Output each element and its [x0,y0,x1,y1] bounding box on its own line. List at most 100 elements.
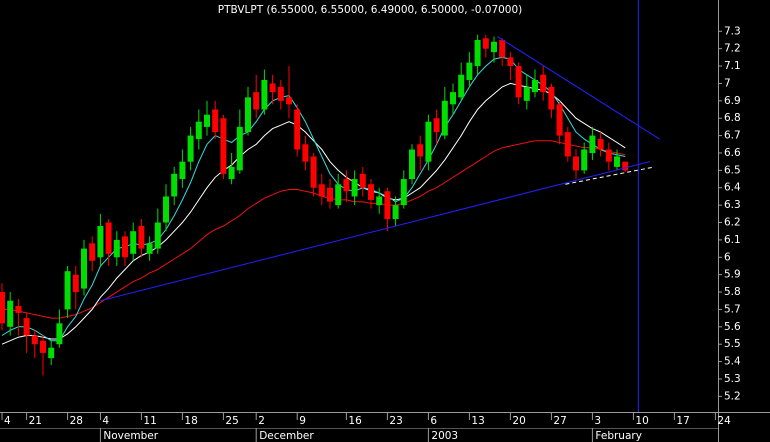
candle-body [474,39,481,67]
candle-body [548,86,555,110]
candle-body [491,41,497,53]
y-tick-label: 6 [724,251,731,263]
candle-body [573,156,579,171]
candle-body [540,74,547,93]
candle-body [384,191,391,220]
x-tick-label: 4 [4,415,11,427]
candle-body [64,271,71,310]
x-tick-label: 4 [102,415,109,427]
y-tick-label: 5.8 [724,286,741,298]
x-tick-label: 3 [594,415,601,427]
candle-body [154,222,161,249]
candle-body [318,184,325,197]
candle-body [105,222,112,254]
candle-body [245,97,251,133]
candle-body [48,347,55,359]
candle-body [130,231,137,254]
plot-area [0,0,660,412]
y-tick-label: 5.3 [724,373,741,385]
candle-body [15,305,22,313]
candle-body [81,248,87,289]
x-tick-label: 24 [717,415,731,427]
candle-body [56,323,63,345]
candle-body [605,149,612,162]
candle-body [97,225,104,258]
candle-body [89,243,96,261]
candle-body [376,196,383,206]
candle-body [261,79,268,110]
y-tick-label: 6.4 [724,182,741,194]
x-tick-label: 13 [471,415,484,427]
chart-title: PTBVLPT (6.55000, 6.55000, 6.49000, 6.50… [218,4,523,16]
x-tick-label: 20 [512,415,525,427]
y-tick-label: 5.5 [724,338,741,350]
candle-body [441,100,448,136]
candle-body [195,121,202,140]
y-tick-label: 5.7 [724,303,741,315]
candle-body [392,205,399,220]
candle-body [294,109,301,150]
y-tick-label: 6.9 [724,95,741,107]
y-tick-label: 6.3 [724,199,741,211]
candle-body [589,135,596,153]
y-tick-label: 7 [724,77,731,89]
candle-body [368,184,374,200]
candle-body [31,335,38,345]
candle-body [113,239,120,258]
candle-body [614,156,620,167]
candle-body [622,161,629,171]
candle-body [343,179,350,192]
candle-body [581,149,588,171]
candle-body [409,149,415,180]
x-tick-label: 18 [184,415,197,427]
candle-body [72,274,79,293]
candle-body [7,300,14,327]
x-tick-label: 27 [553,415,566,427]
trend-line [497,36,660,140]
candle-body [286,97,292,105]
y-tick-label: 7.2 [724,43,741,55]
y-tick-label: 6.2 [724,217,741,229]
month-label: 2003 [431,430,458,442]
candle-body [179,161,186,180]
month-label: February [595,430,642,442]
x-tick-label: 9 [299,415,306,427]
x-tick-label: 21 [29,415,42,427]
candle-body [277,86,284,101]
candle-body [122,236,128,258]
candle-body [228,166,235,180]
candle-body [515,66,522,98]
x-tick-label: 25 [225,415,238,427]
candle-body [499,39,506,58]
y-tick-label: 6.7 [724,130,741,142]
candle-body [425,121,432,162]
month-label: December [259,430,314,442]
y-tick-label: 6.1 [724,234,741,246]
month-label: November [103,430,158,442]
candle-body [450,92,456,105]
candle-body [187,135,194,162]
candle-body [523,86,530,101]
y-tick-label: 7.3 [724,25,741,37]
candle-body [0,292,5,324]
candle-body [138,225,145,249]
trend-line [100,161,650,302]
candle-body [351,179,358,197]
y-tick-label: 6.8 [724,112,741,124]
candle-body [327,187,333,202]
candle-body [171,173,178,197]
candle-body [458,74,465,98]
candle-body [146,243,153,254]
candle-body [400,179,407,206]
candle-body [597,139,604,150]
y-tick-label: 6.5 [724,164,741,176]
candle-body [220,118,227,174]
candle-body [204,114,210,127]
x-tick-label: 6 [430,415,437,427]
x-tick-label: 2 [258,415,265,427]
x-tick-label: 16 [348,415,362,427]
y-tick-label: 6.6 [724,147,741,159]
candle-body [163,196,169,223]
